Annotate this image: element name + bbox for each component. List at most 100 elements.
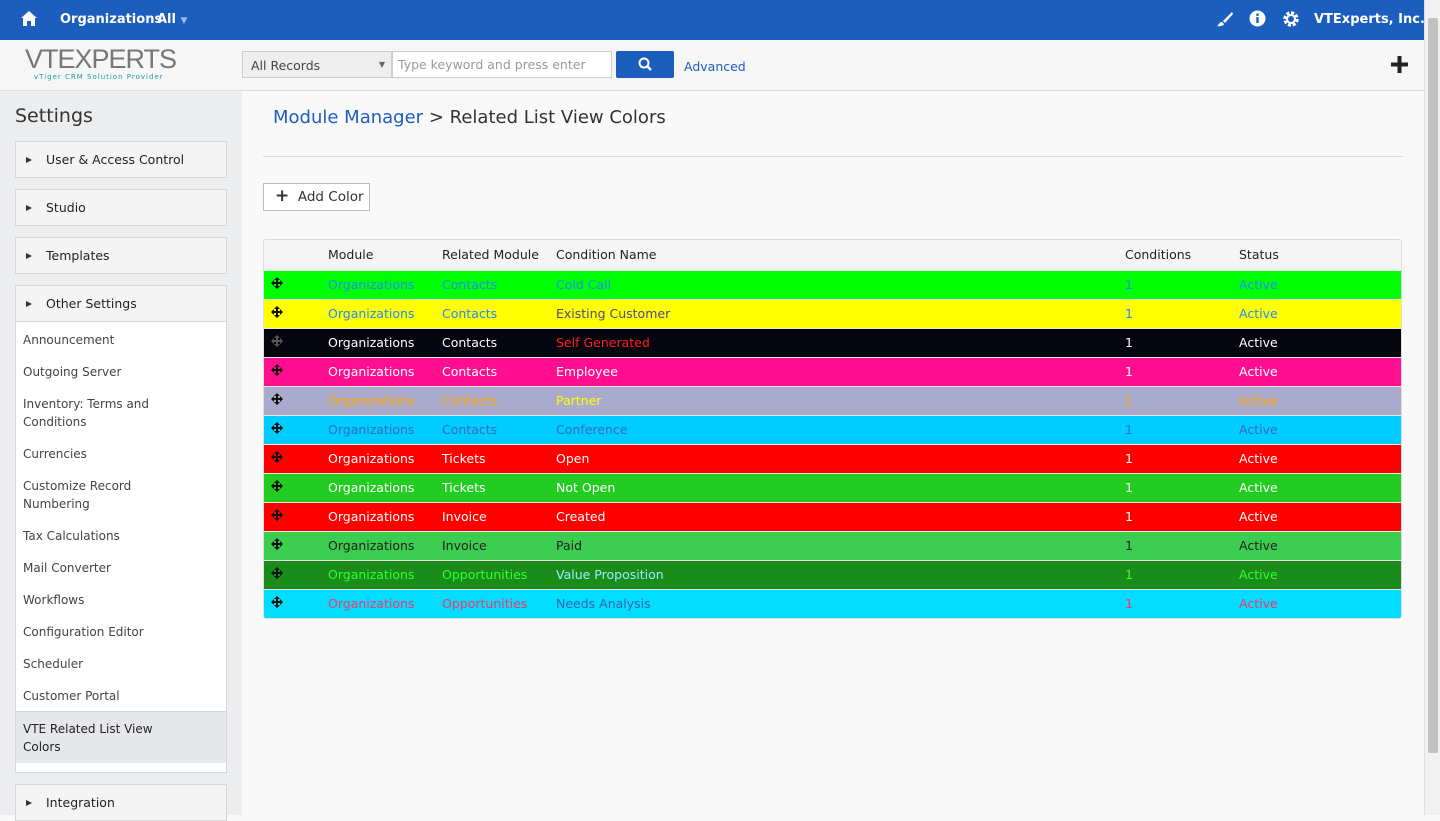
cell: Created (556, 509, 606, 524)
cell: Needs Analysis (556, 596, 651, 612)
drag-handle[interactable] (271, 538, 283, 550)
drag-handle[interactable] (271, 596, 283, 609)
cell: Contacts (442, 277, 498, 292)
color-row[interactable]: Organizations Tickets Not Open 1 Active (264, 473, 1401, 502)
cell: Organizations (328, 335, 415, 350)
sidebar-item[interactable]: Currencies (23, 447, 87, 461)
sidebar-section[interactable]: Studio (15, 189, 227, 226)
sidebar-section[interactable]: Templates (15, 237, 227, 274)
sidebar-item-active-bg (16, 711, 226, 763)
info-icon[interactable] (1249, 10, 1266, 27)
sidebar-section[interactable]: Other Settings (15, 285, 227, 322)
advanced-search-link[interactable]: Advanced (684, 59, 746, 74)
drag-cell (264, 299, 328, 328)
home-icon[interactable] (20, 10, 38, 27)
add-color-button[interactable]: + Add Color (263, 183, 370, 211)
cell: Active (1239, 567, 1278, 582)
sidebar-item[interactable]: Scheduler (23, 657, 84, 671)
color-row[interactable]: Organizations Invoice Paid 1 Active (264, 531, 1401, 560)
sidebar-item[interactable]: Configuration Editor (23, 625, 144, 639)
color-row[interactable]: Organizations Tickets Open 1 Active (264, 444, 1401, 473)
cell: 1 (1125, 364, 1133, 379)
color-row[interactable]: Organizations Contacts Self Generated 1 Acti… (264, 328, 1401, 357)
company-name: VTExperts, Inc. (1314, 12, 1425, 27)
cell: Tickets (442, 480, 486, 495)
cell: Contacts (442, 422, 498, 437)
breadcrumb-current: Related List View Colors (449, 107, 666, 128)
sidebar-section[interactable]: Integration (15, 784, 227, 821)
color-row[interactable]: Organizations Contacts Conference 1 Active (264, 415, 1401, 444)
cell: Active (1239, 364, 1278, 379)
cell: Active (1239, 335, 1278, 350)
cell: 1 (1125, 538, 1133, 553)
brush-icon[interactable] (1216, 10, 1234, 28)
cell: 1 (1125, 335, 1133, 350)
cell: Employee (556, 364, 618, 379)
cell: Contacts (442, 393, 498, 408)
drag-cell (264, 560, 328, 589)
drag-cell (264, 502, 328, 531)
color-row[interactable]: Organizations Contacts Partner 1 Active (264, 386, 1401, 415)
drag-cell (264, 444, 328, 473)
cell: Not Open (556, 480, 616, 495)
sidebar-item[interactable]: Outgoing Server (23, 365, 122, 379)
color-row[interactable]: Organizations Contacts Employee 1 Active (264, 357, 1401, 386)
module-name[interactable]: Organizations (60, 12, 163, 27)
drag-handle[interactable] (271, 567, 283, 579)
drag-handle[interactable] (271, 277, 283, 289)
column-header: Status (1239, 240, 1401, 270)
drag-cell (264, 415, 328, 444)
color-table: Module Related Module Condition Name Condit… (264, 240, 1401, 618)
drag-handle[interactable] (271, 422, 283, 434)
settings-icon[interactable] (1282, 10, 1300, 28)
table-header-row: Module Related Module Condition Name Condit… (264, 240, 1401, 270)
breadcrumb-parent[interactable]: Module Manager (273, 107, 424, 128)
filter-menu[interactable]: All ▼ (157, 12, 188, 27)
add-color-label: Add Color (297, 189, 364, 205)
drag-cell (264, 531, 328, 560)
drag-handle[interactable] (271, 451, 283, 463)
drag-cell (264, 270, 328, 299)
sidebar-item[interactable]: Mail Converter (23, 561, 111, 575)
cell: 1 (1125, 277, 1133, 292)
sidebar-item[interactable]: Customer Portal (23, 689, 120, 703)
sidebar-item[interactable]: Announcement (23, 333, 115, 347)
column-header: Related Module (442, 240, 556, 270)
color-row[interactable]: Organizations Contacts Cold Call 1 Active (264, 270, 1401, 299)
drag-cell (264, 357, 328, 386)
sidebar-item[interactable]: VTE Related List View Colors (23, 722, 153, 754)
record-filter-select[interactable]: All Records ▼ (242, 51, 392, 78)
color-row[interactable]: Organizations Opportunities Value Proposit… (264, 560, 1401, 589)
drag-handle[interactable] (271, 509, 283, 521)
record-filter: All Records (251, 58, 321, 73)
divider (263, 156, 1403, 157)
logo[interactable]: VTEXPERTS (25, 44, 177, 74)
cell: 1 (1125, 306, 1133, 321)
cell: Active (1239, 277, 1278, 292)
cell: Opportunities (442, 567, 528, 582)
color-row[interactable]: Organizations Contacts Existing Customer 1 A… (264, 299, 1401, 328)
sidebar-item[interactable]: Tax Calculations (23, 529, 120, 543)
sidebar-item[interactable]: Workflows (23, 593, 85, 607)
cell: Organizations (328, 393, 415, 408)
drag-handle[interactable] (271, 306, 283, 318)
cell: Organizations (328, 596, 415, 612)
color-row[interactable]: Organizations Opportunities Needs Analysis… (264, 589, 1401, 618)
sidebar-item[interactable]: Customize Record Numbering (23, 479, 132, 511)
color-row[interactable]: Organizations Invoice Created 1 Active (264, 502, 1401, 531)
cell: Cold Call (556, 277, 612, 292)
user-menu[interactable]: VTExperts, Inc. ▼ (1314, 12, 1436, 27)
sidebar-item[interactable]: Inventory: Terms and Conditions (23, 397, 150, 429)
search-button[interactable] (616, 51, 674, 78)
quick-create-icon[interactable] (1390, 55, 1409, 74)
scrollbar[interactable] (1424, 0, 1440, 815)
cell: Organizations (328, 567, 415, 582)
drag-handle[interactable] (271, 480, 283, 492)
drag-handle[interactable] (271, 393, 283, 405)
cell: Organizations (328, 509, 415, 524)
search-input[interactable]: Type keyword and press enter (392, 51, 612, 78)
cell: Organizations (328, 451, 415, 466)
drag-handle[interactable] (271, 364, 283, 376)
sidebar-section[interactable]: User & Access Control (15, 141, 227, 178)
drag-handle[interactable] (271, 335, 283, 347)
